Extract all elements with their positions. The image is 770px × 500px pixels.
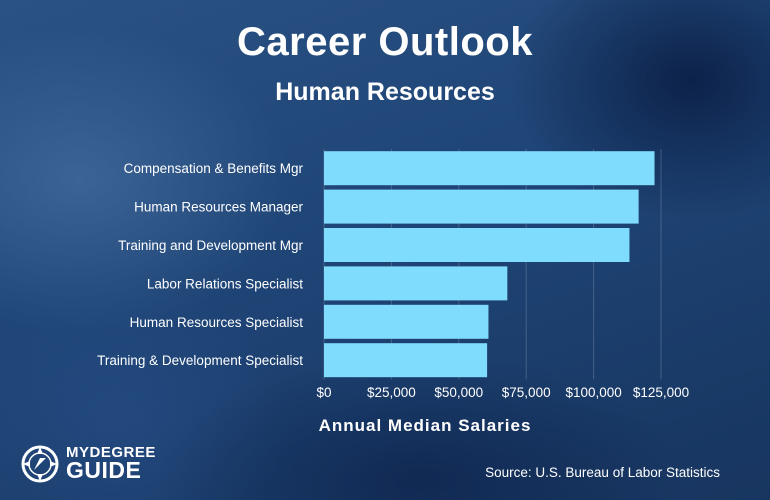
bar [324,266,508,301]
bar [324,304,489,339]
grid-lines [323,149,662,380]
x-tick-label: $25,000 [367,385,416,400]
chart-subtitle: Human Resources [275,78,495,106]
category-label: Compensation & Benefits Mgr [124,161,304,176]
category-label: Labor Relations Specialist [147,276,303,291]
x-tick-label: $75,000 [502,385,551,400]
logo-text-bottom: GUIDE [66,457,142,483]
source-note: Source: U.S. Bureau of Labor Statistics [485,465,720,480]
x-tick-labels: $0 $25,000 $50,000 $75,000 $100,000 $125,000 [316,385,689,400]
category-labels: Compensation & Benefits Mgr Human Resourc… [97,161,303,368]
mydegree-guide-logo: MYDEGREE GUIDE [20,440,160,484]
chart-title: Career Outlook [237,20,533,64]
x-tick-label: $50,000 [434,385,483,400]
x-tick-label: $100,000 [565,385,621,400]
bar [324,228,630,262]
bar [324,343,488,378]
category-label: Training & Development Specialist [97,353,303,368]
x-tick-label: $125,000 [633,385,689,400]
compass-icon [21,445,59,483]
bar [324,151,655,186]
category-label: Human Resources Specialist [130,315,304,330]
category-label: Human Resources Manager [134,200,303,215]
x-axis-label: Annual Median Salaries [318,416,532,435]
logo-text-top: MYDEGREE [66,444,156,461]
bar [324,189,639,224]
x-tick-label: $0 [316,385,331,400]
category-label: Training and Development Mgr [118,238,303,253]
bars [324,151,655,378]
